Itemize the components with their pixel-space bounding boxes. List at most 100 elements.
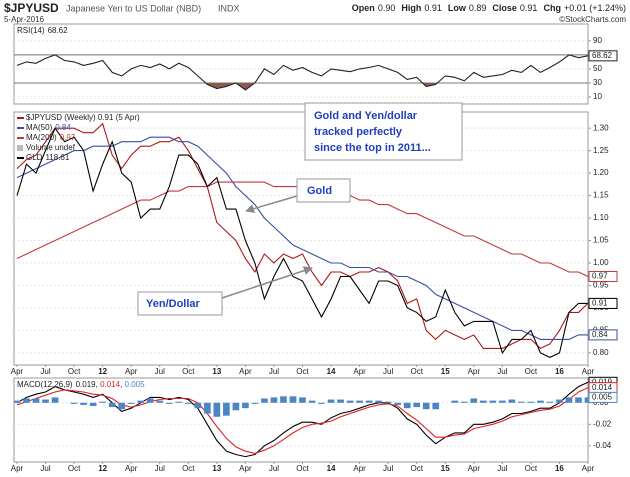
legend-name: GLD — [26, 153, 43, 162]
x-tick-label: Jul — [155, 464, 165, 473]
histogram-bar — [432, 402, 440, 410]
y-tick-label: 1.00 — [593, 258, 609, 267]
histogram-bar — [51, 397, 59, 403]
end-label-box — [588, 329, 618, 341]
legend-separator: , — [120, 380, 124, 389]
x-tick-label: Apr — [11, 464, 24, 473]
histogram-bar — [146, 398, 154, 403]
x-tick-label: Jul — [269, 464, 279, 473]
legend-text: MA(200) 0.97 — [26, 133, 76, 142]
quote: Open 0.90 High 0.91 Low 0.89 Close 0.91 Chg +0.01… — [352, 3, 626, 13]
histogram-bar — [184, 402, 192, 404]
panel-frame — [13, 111, 589, 366]
histogram-bar — [575, 397, 582, 403]
date: 5-Apr-2016 — [4, 15, 45, 24]
histogram-bar — [546, 401, 554, 403]
x-tick-label: 15 — [441, 464, 450, 473]
legend-value: 0.014 — [100, 380, 121, 389]
y-tick-label: 1.30 — [593, 123, 609, 132]
histogram-bar — [384, 401, 392, 403]
x-tick-label: Jul — [40, 367, 50, 376]
histogram-bar — [403, 402, 411, 409]
histogram-bar — [270, 397, 278, 403]
histogram-bar — [394, 402, 401, 405]
x-tick-label: Oct — [525, 367, 538, 376]
annotation-text: Gold — [307, 185, 332, 197]
credit: ©StockCharts.com — [559, 15, 626, 24]
histogram-bar — [375, 400, 382, 403]
histogram-bar — [280, 396, 287, 403]
series-line — [16, 127, 588, 359]
x-tick-label: 13 — [212, 367, 221, 376]
annotation-arrow — [245, 195, 298, 214]
end-label: 0.014 — [592, 383, 613, 392]
histogram-bar — [479, 400, 487, 403]
histogram-bar — [556, 399, 563, 403]
x-tick-label: Jul — [497, 367, 507, 376]
quote-value: 0.91 — [424, 3, 442, 13]
x-tick-label: Apr — [239, 464, 252, 473]
quote-label: Close — [492, 3, 517, 13]
histogram-bar — [89, 402, 97, 406]
legend-swatch — [17, 145, 23, 151]
series-line — [16, 122, 588, 350]
y-tick-label: 0.80 — [593, 348, 609, 357]
y-tick-label: 1.25 — [593, 146, 609, 155]
x-tick-label: Oct — [296, 367, 309, 376]
annotation-text: tracked perfectly — [314, 126, 403, 138]
histogram-bar — [527, 401, 535, 403]
histogram-bar — [232, 402, 240, 411]
histogram-bar — [242, 402, 249, 409]
histogram-bar — [70, 402, 78, 404]
histogram-bar — [118, 402, 126, 410]
x-tick-label: Oct — [525, 464, 538, 473]
histogram-bar — [318, 402, 325, 404]
legend: MACD(12,26,9) 0.019, 0.014, 0.005 — [17, 380, 145, 389]
histogram-bar — [108, 402, 116, 408]
y-tick-label: 10 — [593, 92, 602, 101]
x-tick-label: Apr — [582, 464, 595, 473]
end-label: 0.91 — [592, 299, 608, 308]
annotations: Gold and Yen/dollar tracked perfectly si… — [137, 102, 463, 316]
histogram-bar — [537, 400, 544, 403]
y-tick-label: -0.02 — [593, 419, 612, 428]
x-tick-label: Oct — [68, 367, 81, 376]
histogram-bar — [23, 398, 30, 403]
legend-name: $JPYUSD (Weekly) 0.91 (5 Apr) — [26, 113, 140, 122]
histogram-bar — [223, 402, 230, 416]
histogram-bar — [422, 402, 430, 410]
histogram-bar — [327, 399, 335, 403]
series-group — [14, 381, 588, 458]
legend-text: Volume undef — [26, 143, 76, 152]
histogram-bar — [165, 402, 173, 404]
x-tick-label: Apr — [125, 464, 138, 473]
annotation-text: Gold and Yen/dollar — [314, 110, 418, 122]
legend-value: 68.62 — [48, 26, 69, 35]
symbol-name: Japanese Yen to US Dollar (NBD) — [66, 3, 201, 13]
end-label: 68.62 — [592, 51, 613, 60]
x-tick-label: Apr — [125, 367, 138, 376]
quote-value: +0.01 (+1.24%) — [564, 3, 626, 13]
quote-value: 0.91 — [520, 3, 538, 13]
panel-frame — [13, 377, 589, 463]
plots: 907050301068.62RSI(14)68.620.800.850.900… — [11, 23, 618, 473]
y-tick-label: 0.95 — [593, 281, 609, 290]
end-label: 0.84 — [592, 330, 608, 339]
annotation-box — [137, 291, 223, 316]
legend-value: 0.005 — [125, 380, 146, 389]
quote-value: 0.90 — [378, 3, 396, 13]
histogram-bar — [365, 400, 373, 403]
histogram-bar — [346, 400, 354, 403]
annotation-box — [304, 102, 463, 161]
x-tick-label: Apr — [239, 367, 252, 376]
histogram-bar — [137, 400, 145, 403]
x-tick-label: 15 — [441, 367, 450, 376]
histogram-bar — [337, 399, 344, 403]
histogram-bar — [508, 399, 516, 403]
histogram-bar — [32, 398, 40, 403]
histogram-bar — [356, 400, 363, 403]
annotation-text: Yen/Dollar — [146, 298, 201, 310]
histogram-bar — [584, 397, 588, 403]
x-tick-label: 14 — [327, 464, 336, 473]
series-group — [16, 54, 588, 91]
